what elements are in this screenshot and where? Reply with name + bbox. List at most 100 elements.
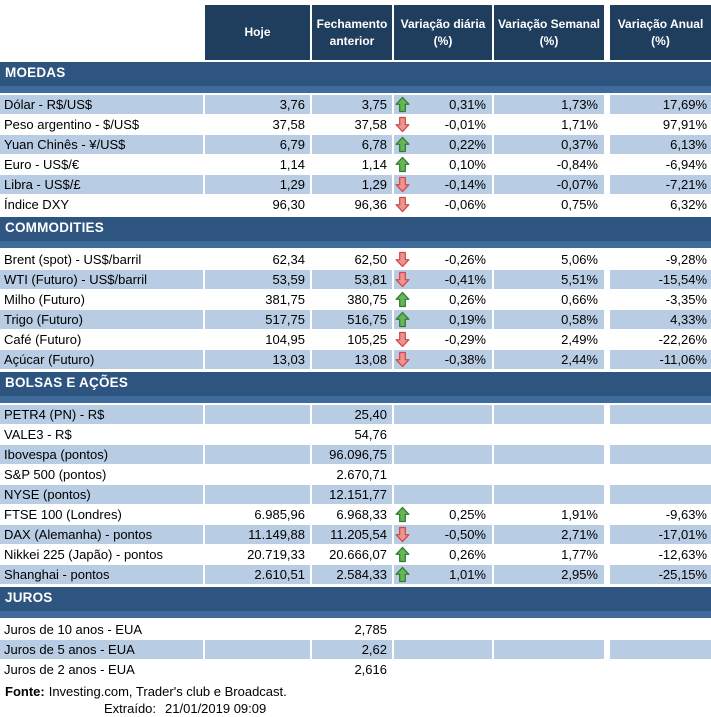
fechamento-anterior-value: 380,75 xyxy=(312,290,392,309)
fechamento-anterior-value: 6.968,33 xyxy=(312,505,392,524)
hoje-value xyxy=(205,660,310,679)
variacao-diaria-cell: 0,19% xyxy=(394,310,492,329)
table-row: S&P 500 (pontos) 2.670,71 xyxy=(0,465,711,485)
hoje-value: 3,76 xyxy=(205,95,310,114)
table-row: Peso argentino - $/US$ 37,58 37,58 -0,01% 1,… xyxy=(0,115,711,135)
variacao-anual-value: -7,21% xyxy=(610,175,711,194)
source-note: Fonte: Investing.com, Trader's club e Bro… xyxy=(0,683,711,700)
fechamento-anterior-value: 20.666,07 xyxy=(312,545,392,564)
fechamento-anterior-value: 6,78 xyxy=(312,135,392,154)
variacao-semanal-value: 1,71% xyxy=(494,115,604,134)
variacao-diaria-value: 0,26% xyxy=(449,547,486,562)
fechamento-anterior-value: 25,40 xyxy=(312,405,392,424)
variacao-semanal-value xyxy=(494,405,604,424)
down-arrow-icon xyxy=(395,250,410,269)
row-label: Juros de 2 anos - EUA xyxy=(0,660,203,679)
section-title: MOEDAS xyxy=(5,65,66,80)
table-row: FTSE 100 (Londres) 6.985,96 6.968,33 0,25% 1… xyxy=(0,505,711,525)
up-arrow-icon xyxy=(395,155,410,174)
table-row: DAX (Alemanha) - pontos 11.149,88 11.205,5… xyxy=(0,525,711,545)
fonte-text: Investing.com, Trader's club e Broadcast… xyxy=(48,684,287,699)
variacao-diaria-cell: -0,26% xyxy=(394,250,492,269)
table-row: VALE3 - R$ 54,76 xyxy=(0,425,711,445)
variacao-diaria-value: 0,22% xyxy=(449,137,486,152)
variacao-diaria-cell xyxy=(394,660,492,679)
up-arrow-icon xyxy=(395,95,410,114)
table-row: Café (Futuro) 104,95 105,25 -0,29% 2,49% -22,… xyxy=(0,330,711,350)
fechamento-anterior-value: 96,36 xyxy=(312,195,392,214)
hoje-value: 20.719,33 xyxy=(205,545,310,564)
variacao-semanal-value: 0,66% xyxy=(494,290,604,309)
variacao-diaria-cell xyxy=(394,640,492,659)
variacao-diaria-cell: 0,31% xyxy=(394,95,492,114)
hoje-value xyxy=(205,465,310,484)
fechamento-anterior-value: 2.670,71 xyxy=(312,465,392,484)
row-label: Açúcar (Futuro) xyxy=(0,350,203,369)
variacao-semanal-value: -0,84% xyxy=(494,155,604,174)
hoje-value: 2.610,51 xyxy=(205,565,310,584)
up-arrow-icon xyxy=(395,290,410,309)
table-row: WTI (Futuro) - US$/barril 53,59 53,81 -0,41… xyxy=(0,270,711,290)
variacao-diaria-cell xyxy=(394,465,492,484)
section-header-bolsas-e-acoes: BOLSAS E AÇÕES xyxy=(0,372,711,403)
table-row: Euro - US$/€ 1,14 1,14 0,10% -0,84% -6,94% xyxy=(0,155,711,175)
down-arrow-icon xyxy=(395,195,410,214)
section-title: JUROS xyxy=(5,590,53,605)
row-label: Ibovespa (pontos) xyxy=(0,445,203,464)
hoje-value xyxy=(205,485,310,504)
column-header-variacao-semanal: Variação Semanal (%) xyxy=(494,5,604,60)
fechamento-anterior-value: 62,50 xyxy=(312,250,392,269)
variacao-semanal-value: 5,51% xyxy=(494,270,604,289)
variacao-anual-value xyxy=(610,425,711,444)
variacao-semanal-value xyxy=(494,485,604,504)
table-row: Juros de 2 anos - EUA 2,616 xyxy=(0,660,711,680)
column-header-variacao-diaria: Variação diária (%) xyxy=(394,5,492,60)
fechamento-anterior-value: 2,62 xyxy=(312,640,392,659)
hoje-value: 104,95 xyxy=(205,330,310,349)
variacao-semanal-value xyxy=(494,620,604,639)
fechamento-anterior-value: 2.584,33 xyxy=(312,565,392,584)
table-row: Juros de 5 anos - EUA 2,62 xyxy=(0,640,711,660)
fechamento-anterior-value: 3,75 xyxy=(312,95,392,114)
hoje-value: 37,58 xyxy=(205,115,310,134)
table-row: Milho (Futuro) 381,75 380,75 0,26% 0,66% -3,3… xyxy=(0,290,711,310)
variacao-semanal-value xyxy=(494,640,604,659)
row-label: Shanghai - pontos xyxy=(0,565,203,584)
variacao-diaria-value: 1,01% xyxy=(449,567,486,582)
variacao-diaria-cell: -0,01% xyxy=(394,115,492,134)
hoje-value xyxy=(205,445,310,464)
hoje-value xyxy=(205,640,310,659)
fonte-label: Fonte: xyxy=(5,684,45,699)
column-header-hoje: Hoje xyxy=(205,5,310,60)
variacao-semanal-value xyxy=(494,465,604,484)
hoje-value: 62,34 xyxy=(205,250,310,269)
hoje-value: 53,59 xyxy=(205,270,310,289)
variacao-diaria-cell: 0,25% xyxy=(394,505,492,524)
up-arrow-icon xyxy=(395,565,410,584)
variacao-diaria-value: -0,38% xyxy=(444,352,486,367)
row-label: S&P 500 (pontos) xyxy=(0,465,203,484)
row-label: Juros de 10 anos - EUA xyxy=(0,620,203,639)
variacao-diaria-cell: 0,22% xyxy=(394,135,492,154)
hoje-value: 1,29 xyxy=(205,175,310,194)
table-row: Açúcar (Futuro) 13,03 13,08 -0,38% 2,44% -11,… xyxy=(0,350,711,370)
variacao-diaria-cell: 0,10% xyxy=(394,155,492,174)
column-header-variacao-anual: Variação Anual (%) xyxy=(610,5,711,60)
down-arrow-icon xyxy=(395,175,410,194)
variacao-diaria-value: 0,19% xyxy=(449,312,486,327)
variacao-anual-value xyxy=(610,465,711,484)
fechamento-anterior-value: 11.205,54 xyxy=(312,525,392,544)
variacao-diaria-value: -0,50% xyxy=(444,527,486,542)
row-label: WTI (Futuro) - US$/barril xyxy=(0,270,203,289)
variacao-anual-value: -3,35% xyxy=(610,290,711,309)
row-label: Brent (spot) - US$/barril xyxy=(0,250,203,269)
hoje-value: 11.149,88 xyxy=(205,525,310,544)
row-label: Yuan Chinês - ¥/US$ xyxy=(0,135,203,154)
variacao-diaria-cell: -0,41% xyxy=(394,270,492,289)
variacao-diaria-cell: 0,26% xyxy=(394,290,492,309)
variacao-anual-value: -22,26% xyxy=(610,330,711,349)
table-row: Índice DXY 96,30 96,36 -0,06% 0,75% 6,32% xyxy=(0,195,711,215)
section-title: COMMODITIES xyxy=(5,220,104,235)
variacao-anual-value: -12,63% xyxy=(610,545,711,564)
row-label: Libra - US$/£ xyxy=(0,175,203,194)
